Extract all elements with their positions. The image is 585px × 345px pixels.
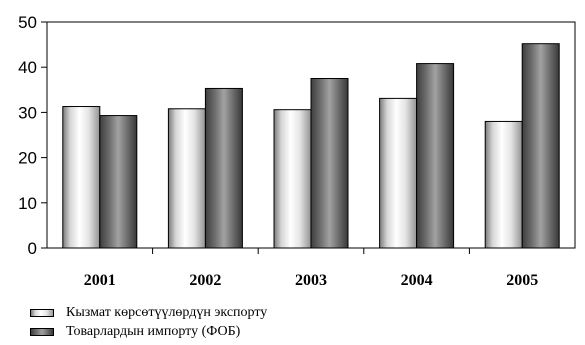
y-tick-label-3: 30 (18, 103, 37, 122)
bar-2002-series-0 (167, 108, 206, 249)
x-tick-label-2002: 2002 (189, 272, 221, 289)
legend-label-series-0: Кызмат көрсөтүүлөрдүн экспорту (66, 304, 268, 320)
bar-2003-series-0 (273, 109, 312, 249)
bar-2005-series-0 (484, 120, 523, 249)
y-tick-label-0: 0 (28, 239, 37, 258)
legend-item-series-1: Товарлардын импорту (ФОБ) (30, 322, 267, 341)
y-tick-label-2: 20 (18, 149, 37, 168)
x-tick-label-2001: 2001 (84, 272, 116, 289)
bar-chart: 0 10 20 30 40 50 2001 2002 2003 2004 2005 (18, 13, 576, 289)
legend-item-series-0: Кызмат көрсөтүүлөрдүн экспорту (30, 303, 267, 322)
plot-area: 0 10 20 30 40 50 2001 2002 2003 2004 2005 (18, 13, 576, 289)
y-tick-label-4: 40 (18, 58, 37, 77)
y-tick-label-5: 50 (18, 13, 37, 32)
bar-2004-series-1 (416, 63, 455, 249)
legend: Кызмат көрсөтүүлөрдүн экспорту Товарлард… (30, 303, 267, 341)
legend-swatch-series-0 (30, 308, 54, 317)
y-tick-label-1: 10 (18, 194, 37, 213)
bar-2005-series-1 (521, 43, 560, 249)
bar-2002-series-1 (204, 87, 243, 249)
legend-label-series-1: Товарлардын импорту (ФОБ) (66, 323, 241, 339)
bar-2003-series-1 (310, 78, 349, 249)
x-tick-label-2003: 2003 (295, 272, 327, 289)
bar-2001-series-0 (62, 106, 101, 249)
x-tick-label-2005: 2005 (506, 272, 538, 289)
legend-swatch-series-1 (30, 327, 54, 336)
x-tick-label-2004: 2004 (401, 272, 433, 289)
bar-2001-series-1 (99, 115, 138, 249)
bar-2004-series-0 (379, 97, 418, 249)
